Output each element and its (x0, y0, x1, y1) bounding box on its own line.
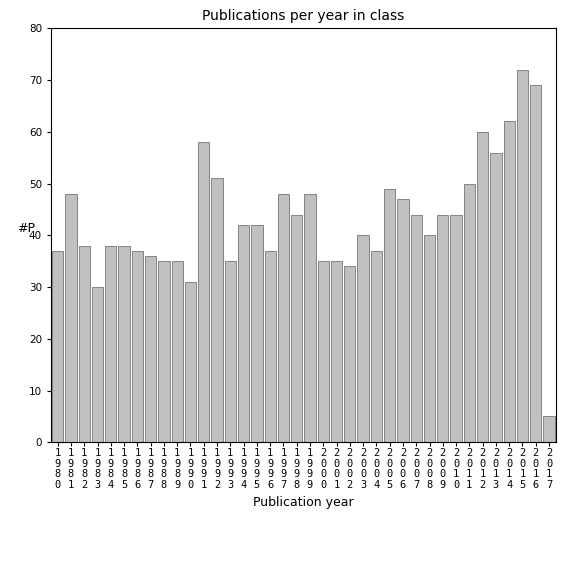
Bar (371, 251, 382, 442)
Bar (424, 235, 435, 442)
Bar (211, 179, 223, 442)
Bar (132, 251, 143, 442)
Bar (119, 246, 130, 442)
Bar (105, 246, 116, 442)
Bar (464, 184, 475, 442)
Bar (411, 215, 422, 442)
Bar (238, 225, 249, 442)
Bar (477, 132, 488, 442)
Bar (225, 261, 236, 442)
Title: Publications per year in class: Publications per year in class (202, 9, 404, 23)
Bar (198, 142, 209, 442)
Bar (251, 225, 263, 442)
Bar (450, 215, 462, 442)
Bar (264, 251, 276, 442)
Bar (344, 266, 356, 442)
Bar (331, 261, 342, 442)
Bar (158, 261, 170, 442)
X-axis label: Publication year: Publication year (253, 496, 354, 509)
Bar (543, 416, 555, 442)
Bar (304, 194, 316, 442)
Bar (503, 121, 515, 442)
Bar (172, 261, 183, 442)
Y-axis label: #P: #P (17, 222, 35, 235)
Bar (490, 153, 502, 442)
Bar (79, 246, 90, 442)
Bar (384, 189, 395, 442)
Bar (437, 215, 448, 442)
Bar (291, 215, 302, 442)
Bar (278, 194, 289, 442)
Bar (318, 261, 329, 442)
Bar (517, 70, 528, 442)
Bar (65, 194, 77, 442)
Bar (530, 85, 541, 442)
Bar (185, 282, 196, 442)
Bar (357, 235, 369, 442)
Bar (145, 256, 156, 442)
Bar (397, 199, 409, 442)
Bar (52, 251, 64, 442)
Bar (92, 287, 103, 442)
